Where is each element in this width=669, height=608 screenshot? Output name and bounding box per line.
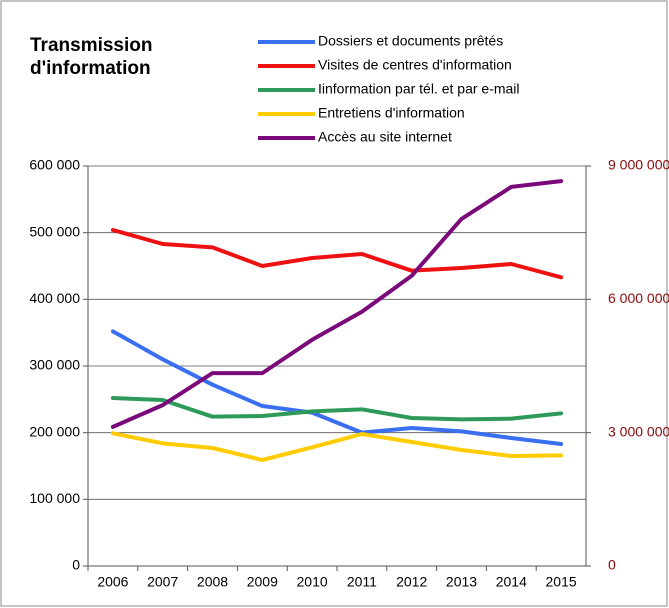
y-tick-label: 600 000 [29,157,80,173]
x-tick-label: 2014 [496,574,527,590]
legend-label: Visites de centres d'information [318,57,512,73]
x-tick-label: 2006 [97,574,128,590]
series-line [110,431,564,462]
x-tick-label: 2013 [446,574,477,590]
y2-tick-label: 0 [608,557,616,573]
y2-tick-label: 6 000 000 [608,290,669,306]
series-line [110,396,564,422]
x-tick-label: 2011 [347,574,377,590]
y-tick-label: 200 000 [29,423,80,439]
legend-label: Entretiens d'information [318,105,465,121]
x-tick-label: 2008 [197,574,228,590]
legend-label: Dossiers et documents prêtés [318,33,503,49]
chart-title: Transmission d'information [30,35,153,79]
y-tick-label: 400 000 [29,290,80,306]
series-line [110,329,564,446]
legend-label: Accès au site internet [318,129,452,145]
y-tick-label: 0 [72,557,80,573]
y-tick-label: 300 000 [29,357,80,373]
y-tick-label: 100 000 [29,490,80,506]
x-tick-label: 2015 [546,574,577,590]
series-line [110,228,564,280]
y-tick-label: 500 000 [29,223,80,239]
x-tick-label: 2009 [247,574,278,590]
series-line [110,179,564,429]
x-tick-label: 2012 [396,574,427,590]
y2-tick-label: 3 000 000 [608,423,669,439]
legend-label: Iinformation par tél. et par e-mail [318,81,520,97]
y2-tick-label: 9 000 000 [608,157,669,173]
x-tick-label: 2007 [147,574,178,590]
x-tick-label: 2010 [297,574,328,590]
